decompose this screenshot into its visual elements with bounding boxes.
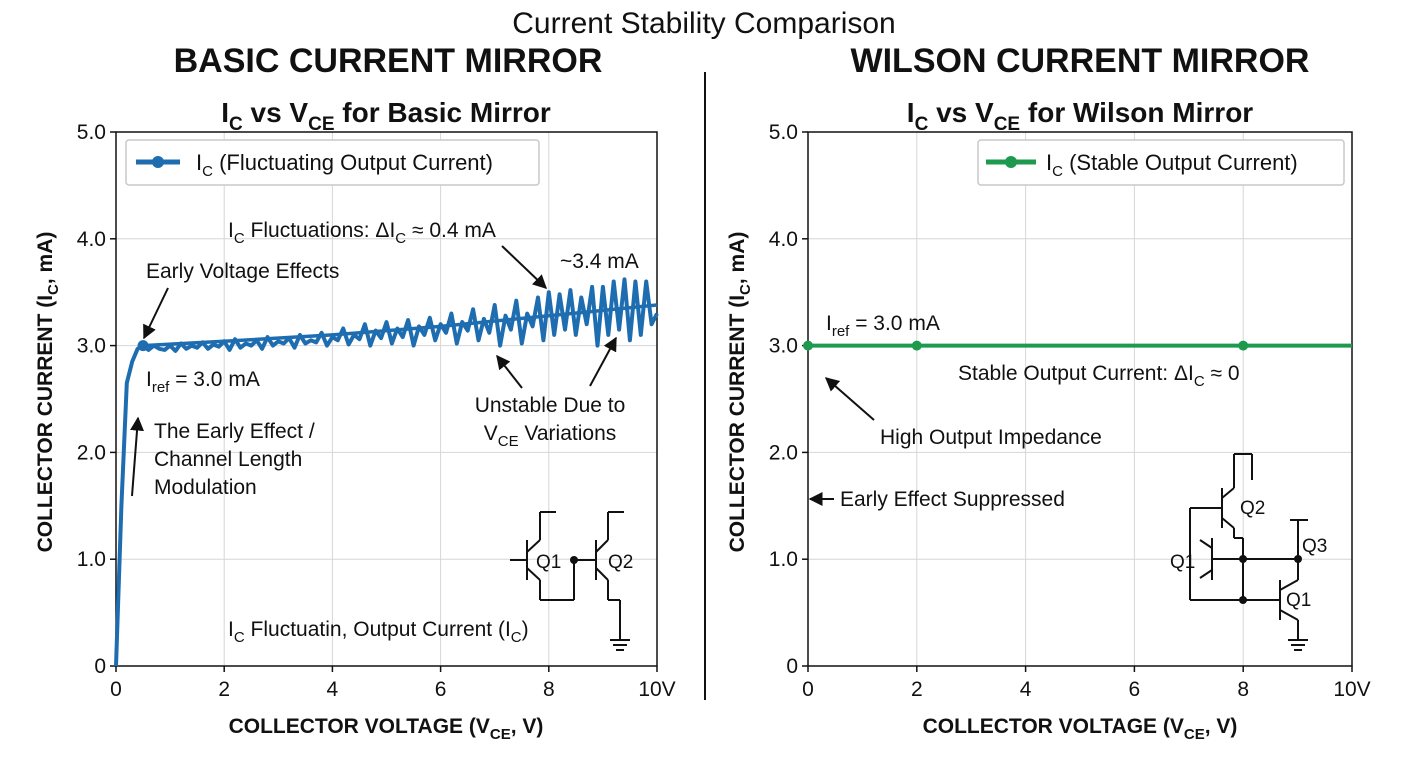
wilson-plot-frame bbox=[807, 131, 1353, 667]
wilson-q1-label: Q1 bbox=[1170, 552, 1195, 573]
basic-legend-box bbox=[125, 139, 540, 186]
basic-q2-label: Q2 bbox=[608, 552, 633, 573]
wilson-chart-title: IC vs VCE for Wilson Mirror bbox=[907, 97, 1253, 135]
wilson-y-axis-label: COLLECTOR CURRENT (IC, mA) bbox=[726, 232, 754, 553]
wilson-series-marker bbox=[1238, 340, 1249, 351]
impedance-note: High Output Impedance bbox=[880, 426, 1102, 449]
wilson-iref-note: Iref = 3.0 mA bbox=[826, 312, 940, 340]
early-voltage-note: Early Voltage Effects bbox=[146, 260, 339, 283]
wilson-node-3 bbox=[1239, 596, 1247, 604]
basic-series-marker bbox=[137, 340, 149, 352]
basic-mirror-chart: IC vs VCE for Basic Mirror 0 2 4 6 8 10V 0 1.0 2… bbox=[34, 97, 676, 743]
wilson-mirror-chart: IC vs VCE for Wilson Mirror 0 2 4 6 8 10V 0 1.0… bbox=[726, 97, 1371, 743]
basic-series-line bbox=[114, 277, 659, 667]
fluctuations-arrow bbox=[501, 245, 548, 289]
early-voltage-arrow bbox=[143, 287, 169, 340]
wilson-x-tick-label: 10V bbox=[1333, 678, 1370, 701]
stable-note: Stable Output Current: ΔIC ≈ 0 bbox=[958, 362, 1240, 390]
wilson-node-1 bbox=[1239, 555, 1247, 563]
basic-y-tick-label: 0 bbox=[94, 655, 106, 678]
panel-heading-wilson: WILSON CURRENT MIRROR bbox=[851, 42, 1310, 80]
wilson-x-tick-label: 0 bbox=[802, 678, 814, 701]
wilson-y-tick-label: 2.0 bbox=[769, 441, 798, 464]
basic-iref-note: Iref = 3.0 mA bbox=[146, 368, 260, 396]
early-effect-line2: Channel Length bbox=[154, 448, 302, 471]
basic-ticks: 0 2 4 6 8 10V 0 1.0 2.0 3.0 4.0 5.0 bbox=[77, 121, 676, 701]
basic-circuit-node bbox=[570, 556, 578, 564]
wilson-x-tick-label: 4 bbox=[1020, 678, 1032, 701]
basic-legend-marker bbox=[152, 156, 164, 168]
wilson-grid bbox=[807, 131, 1353, 667]
wilson-series-marker bbox=[803, 340, 813, 351]
wilson-y-tick-label: 1.0 bbox=[769, 548, 798, 571]
wilson-y-tick-label: 0 bbox=[786, 655, 798, 678]
peak-current-note: ~3.4 mA bbox=[560, 250, 639, 273]
figure-title: Current Stability Comparison bbox=[512, 7, 895, 40]
panel-heading-basic: BASIC CURRENT MIRROR bbox=[174, 42, 603, 80]
wilson-series-marker bbox=[911, 340, 922, 351]
wilson-y-tick-label: 3.0 bbox=[769, 335, 798, 358]
wilson-legend: IC (Stable Output Current) bbox=[977, 139, 1345, 186]
suppressed-note: Early Effect Suppressed bbox=[840, 488, 1065, 511]
early-effect-arrow bbox=[130, 416, 145, 497]
wilson-legend-box bbox=[977, 139, 1345, 186]
wilson-x-tick-label: 6 bbox=[1129, 678, 1141, 701]
basic-chart-title: IC vs VCE for Basic Mirror bbox=[221, 97, 551, 135]
unstable-arrow-right bbox=[589, 336, 617, 387]
basic-x-tick-label: 6 bbox=[435, 678, 447, 701]
wilson-q1b-label: Q1 bbox=[1286, 590, 1311, 611]
basic-y-tick-label: 1.0 bbox=[77, 548, 106, 571]
basic-x-tick-label: 2 bbox=[218, 678, 230, 701]
basic-y-tick-label: 2.0 bbox=[77, 441, 106, 464]
basic-x-tick-label: 8 bbox=[543, 678, 555, 701]
basic-plot-frame bbox=[115, 131, 658, 667]
wilson-q2-label: Q2 bbox=[1240, 498, 1265, 519]
fluctuations-note: IC Fluctuations: ΔIC ≈ 0.4 mA bbox=[228, 219, 496, 247]
basic-mirror-circuit bbox=[510, 511, 630, 651]
wilson-mirror-circuit bbox=[1189, 453, 1308, 651]
basic-x-tick-label: 4 bbox=[327, 678, 339, 701]
basic-x-axis-label: COLLECTOR VOLTAGE (VCE, V) bbox=[229, 715, 544, 743]
wilson-y-tick-label: 5.0 bbox=[769, 121, 798, 144]
basic-x-tick-label: 0 bbox=[110, 678, 122, 701]
early-effect-line3: Modulation bbox=[154, 476, 257, 499]
basic-q1-label: Q1 bbox=[536, 552, 561, 573]
wilson-series bbox=[803, 340, 1352, 351]
basic-y-tick-label: 3.0 bbox=[77, 335, 106, 358]
basic-y-tick-label: 4.0 bbox=[77, 228, 106, 251]
unstable-note-line2: VCE Variations bbox=[484, 422, 617, 450]
wilson-x-tick-label: 2 bbox=[911, 678, 923, 701]
basic-legend-label: IC (Fluctuating Output Current) bbox=[196, 150, 493, 180]
wilson-q3-label: Q3 bbox=[1302, 536, 1327, 557]
basic-series bbox=[114, 277, 659, 667]
wilson-legend-marker bbox=[1005, 156, 1017, 168]
wilson-ticks: 0 2 4 6 8 10V 0 1.0 2.0 3.0 4.0 5.0 bbox=[769, 121, 1371, 701]
wilson-y-tick-label: 4.0 bbox=[769, 228, 798, 251]
wilson-legend-label: IC (Stable Output Current) bbox=[1046, 150, 1298, 180]
wilson-x-tick-label: 8 bbox=[1237, 678, 1249, 701]
basic-y-axis-label: COLLECTOR CURRENT (IC, mA) bbox=[34, 232, 62, 553]
basic-bottom-note: IC Fluctuatin, Output Current (IC) bbox=[228, 618, 529, 646]
unstable-note-line1: Unstable Due to bbox=[475, 394, 626, 417]
basic-legend: IC (Fluctuating Output Current) bbox=[125, 139, 540, 186]
basic-y-tick-label: 5.0 bbox=[77, 121, 106, 144]
unstable-arrow-left bbox=[496, 354, 523, 389]
wilson-node-2 bbox=[1294, 555, 1302, 563]
impedance-arrow bbox=[824, 377, 875, 421]
wilson-x-axis-label: COLLECTOR VOLTAGE (VCE, V) bbox=[923, 715, 1238, 743]
basic-x-tick-label: 10V bbox=[638, 678, 675, 701]
early-effect-line1: The Early Effect / bbox=[154, 420, 315, 443]
basic-series-line bbox=[143, 303, 658, 348]
